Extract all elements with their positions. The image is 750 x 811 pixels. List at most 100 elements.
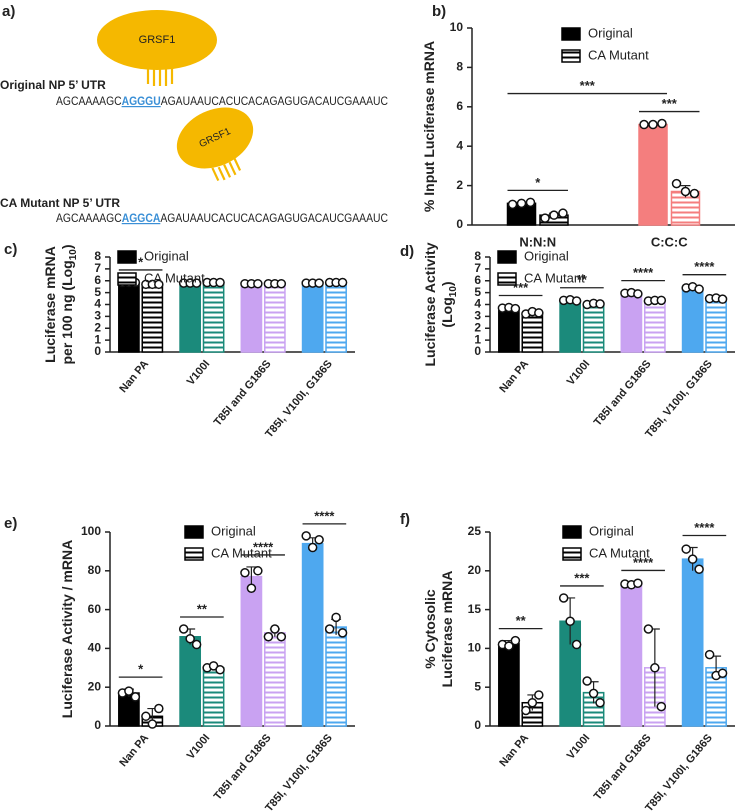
data-point bbox=[240, 567, 250, 578]
y-tick-label: 25 bbox=[468, 524, 482, 538]
data-point bbox=[527, 697, 538, 708]
data-point bbox=[680, 186, 691, 197]
legend-swatch bbox=[117, 272, 137, 286]
y-axis-label: Luciferase mRNA bbox=[42, 246, 58, 363]
data-point bbox=[549, 210, 559, 220]
data-point bbox=[253, 566, 263, 576]
data-point bbox=[147, 719, 158, 729]
legend-label: Original bbox=[211, 523, 256, 538]
data-point bbox=[694, 564, 704, 574]
data-point bbox=[246, 583, 257, 594]
data-point bbox=[689, 188, 700, 199]
data-point bbox=[215, 664, 225, 675]
data-point bbox=[504, 641, 514, 651]
y-tick-label: 40 bbox=[88, 641, 102, 655]
prongs bbox=[146, 66, 174, 86]
y-tick-label: 20 bbox=[88, 679, 102, 693]
y-tick-label: 4 bbox=[474, 297, 481, 311]
data-point bbox=[571, 296, 582, 306]
bar bbox=[582, 303, 605, 353]
legend-label: Original bbox=[144, 248, 189, 263]
protein-shape bbox=[176, 107, 254, 169]
panel-label: b) bbox=[432, 3, 446, 20]
data-point bbox=[534, 308, 544, 318]
bar bbox=[240, 282, 263, 353]
legend-label: CA Mutant bbox=[144, 270, 205, 285]
y-tick-label: 60 bbox=[88, 602, 102, 616]
data-point bbox=[141, 711, 151, 722]
data-point bbox=[276, 632, 287, 642]
bar bbox=[263, 282, 286, 353]
legend-label: CA Mutant bbox=[589, 545, 650, 560]
bar bbox=[325, 281, 347, 353]
y-tick-label: 2 bbox=[94, 320, 101, 334]
y-axis-label-part: ) bbox=[439, 281, 455, 286]
legend-label: Original bbox=[589, 523, 634, 538]
y-axis-label-part: (Log bbox=[439, 297, 455, 327]
data-point bbox=[331, 612, 341, 623]
legend-label: CA Mutant bbox=[524, 270, 585, 285]
x-tick-label: T85I, V100I, G186S bbox=[263, 732, 335, 811]
data-point bbox=[633, 289, 643, 299]
panel-label: f) bbox=[400, 511, 410, 528]
data-point bbox=[558, 593, 569, 603]
y-axis-label-part: Luciferase Activity / mRNA bbox=[59, 540, 75, 718]
x-tick-label: T85I and G186S bbox=[592, 732, 654, 802]
x-tick-label: T85I, V100I, G186S bbox=[643, 732, 715, 811]
data-point bbox=[521, 705, 531, 716]
data-point bbox=[276, 278, 287, 289]
data-point bbox=[507, 199, 518, 210]
data-point bbox=[540, 213, 550, 223]
legend-swatch bbox=[561, 49, 581, 63]
x-tick-label: Nan PA bbox=[497, 358, 531, 395]
y-tick-label: 4 bbox=[456, 138, 463, 152]
bar bbox=[179, 636, 202, 727]
legend-swatch bbox=[184, 525, 204, 539]
x-tick-label: V100I bbox=[185, 732, 213, 762]
panel-label: a) bbox=[2, 3, 15, 20]
data-point bbox=[130, 692, 141, 702]
y-axis-label: (Log10) bbox=[439, 281, 459, 327]
data-point bbox=[270, 624, 280, 634]
y-tick-label: 0 bbox=[94, 344, 101, 358]
data-point bbox=[178, 624, 189, 634]
legend-label: Original bbox=[588, 25, 633, 40]
significance-label: * bbox=[138, 254, 144, 269]
bar bbox=[301, 542, 324, 727]
data-point bbox=[185, 633, 195, 644]
data-point bbox=[154, 279, 164, 290]
y-tick-label: 3 bbox=[474, 309, 481, 323]
significance-label: * bbox=[535, 175, 541, 190]
y-tick-label: 100 bbox=[81, 524, 101, 538]
legend-swatch bbox=[561, 27, 581, 41]
data-point bbox=[215, 277, 225, 288]
data-point bbox=[307, 542, 318, 553]
y-tick-label: 7 bbox=[474, 261, 481, 275]
legend-swatch bbox=[184, 547, 204, 561]
x-tick-label: T85I, V100I, G186S bbox=[263, 358, 335, 440]
y-tick-label: 5 bbox=[474, 679, 481, 693]
bar bbox=[498, 642, 520, 727]
data-point bbox=[643, 624, 654, 634]
significance-label: **** bbox=[694, 259, 715, 274]
bar bbox=[202, 667, 225, 727]
data-point bbox=[314, 535, 324, 545]
data-point bbox=[657, 118, 667, 129]
significance-label: * bbox=[138, 662, 144, 677]
x-tick-label: N:N:N bbox=[519, 234, 556, 249]
bar bbox=[179, 282, 202, 353]
legend-label: CA Mutant bbox=[211, 545, 272, 560]
legend-swatch bbox=[562, 525, 582, 539]
bar bbox=[325, 626, 347, 727]
y-tick-label: 0 bbox=[474, 718, 481, 732]
significance-label: **** bbox=[633, 555, 654, 570]
significance-label: *** bbox=[662, 96, 678, 111]
legend-swatch bbox=[562, 547, 582, 561]
data-point bbox=[324, 624, 335, 634]
x-tick-label: T85I and G186S bbox=[212, 732, 274, 802]
data-point bbox=[671, 178, 682, 189]
data-point bbox=[717, 294, 728, 304]
x-tick-label: Nan PA bbox=[117, 358, 151, 395]
data-point bbox=[656, 295, 667, 306]
data-point bbox=[510, 303, 521, 314]
